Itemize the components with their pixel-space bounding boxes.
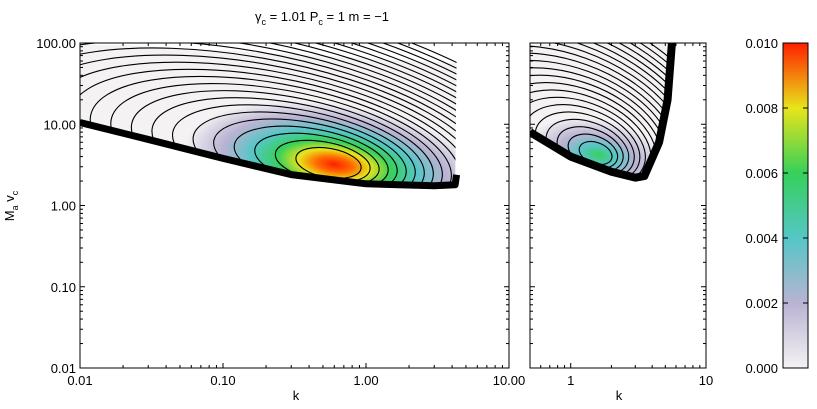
colorbar-tick-label: 0.010 [745, 36, 778, 51]
chart-title: γc = 1.01 Pc = 1 m = −1 [255, 9, 389, 27]
empty-region [80, 43, 509, 368]
empty-region [530, 43, 706, 368]
main-panel: 0.01 0.10 1.00 10.00 0.01 0.10 1.00 10.00 100.00 [36, 36, 526, 388]
boundary-contour [530, 43, 676, 182]
colorbar-tick-label: 0.004 [745, 231, 778, 246]
x-tick-label: 0.10 [210, 373, 235, 388]
y-tick-label: 0.01 [51, 361, 76, 376]
colorbar-tick-label: 0.000 [745, 361, 778, 376]
title-subscript: c [318, 17, 323, 27]
y-axis-label: Ma vc [2, 190, 20, 221]
boundary-contour [80, 119, 461, 190]
title-value: = 1 [323, 9, 345, 24]
svg-text:Ma vc: Ma vc [2, 190, 20, 221]
x-tick-label: 1 [567, 373, 574, 388]
y-tick-label: 1.00 [51, 199, 76, 214]
colorbar: 0.000 0.002 0.004 0.006 0.008 0.010 [745, 36, 809, 376]
colorbar-tick-label: 0.008 [745, 101, 778, 116]
title-subscript: c [261, 17, 266, 27]
title-value: = −1 [359, 9, 389, 24]
x-tick-label: 10.00 [493, 373, 526, 388]
small-x-axis-label: k [616, 388, 623, 403]
title-value: = 1.01 [266, 9, 306, 24]
y-tick-label: 0.10 [51, 280, 76, 295]
title-symbol: m [349, 9, 360, 24]
colorbar-tick-label: 0.006 [745, 166, 778, 181]
colorbar-gradient [782, 42, 809, 369]
colorbar-tick-label: 0.002 [745, 296, 778, 311]
main-x-axis-label: k [293, 388, 300, 403]
title-symbol: P [310, 9, 319, 24]
title-symbol: γ [255, 9, 262, 24]
small-panel: 1 10 [529, 42, 713, 388]
x-tick-label: 1.00 [353, 373, 378, 388]
x-tick-label: 10 [699, 373, 713, 388]
y-tick-label: 10.00 [43, 117, 76, 132]
svg-text:γc = 1.01 Pc = 1 m = −1: γc = 1.01 Pc = 1 m = −1 [255, 9, 389, 27]
x-tick-label: 0.01 [67, 373, 92, 388]
y-tick-label: 100.00 [36, 36, 76, 51]
